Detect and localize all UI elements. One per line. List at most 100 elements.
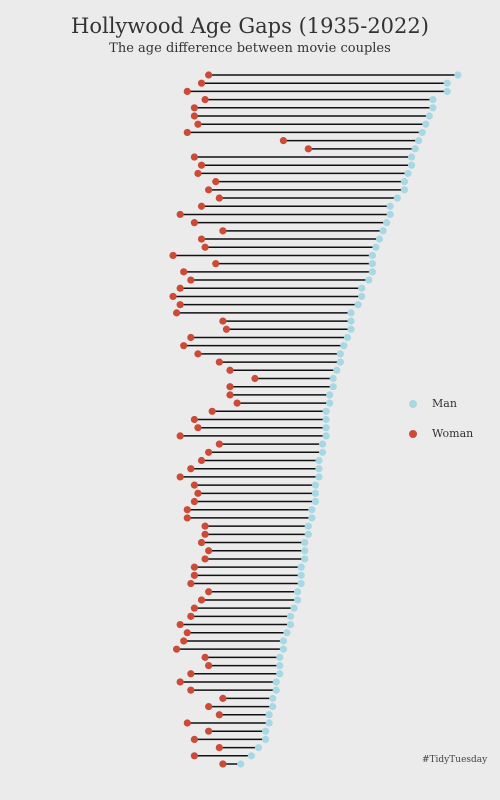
- legend-label-woman: Woman: [432, 427, 474, 440]
- woman-point: [197, 79, 206, 87]
- man-point: [326, 399, 334, 407]
- legend-label-man: Man: [432, 397, 457, 410]
- man-point: [304, 522, 312, 530]
- caption: #TidyTuesday: [422, 755, 488, 765]
- woman-point: [190, 153, 198, 161]
- woman-point: [205, 448, 213, 456]
- woman-point: [190, 481, 198, 489]
- man-point: [290, 604, 298, 612]
- woman-point: [183, 719, 191, 727]
- man-point: [365, 276, 373, 284]
- woman-point: [205, 702, 213, 711]
- woman-point: [183, 629, 191, 637]
- woman-point: [187, 686, 195, 694]
- man-point: [301, 538, 309, 547]
- woman-point: [219, 760, 227, 768]
- woman-point: [169, 251, 177, 260]
- woman-point: [190, 571, 198, 579]
- woman-point: [190, 563, 198, 571]
- man-point: [347, 309, 355, 317]
- man-point: [407, 161, 416, 169]
- man-point: [386, 210, 394, 219]
- woman-point: [205, 547, 213, 555]
- woman-point: [176, 473, 184, 481]
- man-point: [318, 440, 327, 448]
- man-point: [294, 596, 302, 604]
- man-point: [326, 391, 334, 399]
- man-point: [279, 637, 287, 645]
- man-point: [308, 506, 316, 514]
- man-point: [315, 465, 323, 473]
- man-point: [308, 514, 316, 522]
- woman-point: [219, 694, 227, 702]
- legend-swatch-woman: [409, 430, 417, 438]
- woman-point: [205, 727, 213, 735]
- man-point: [276, 653, 284, 661]
- man-point: [329, 374, 337, 383]
- man-point: [247, 752, 255, 760]
- woman-point: [187, 465, 195, 473]
- man-point: [418, 128, 426, 137]
- woman-point: [190, 219, 198, 227]
- man-point: [329, 383, 337, 391]
- man-point: [276, 670, 284, 678]
- woman-point: [215, 358, 223, 366]
- woman-point: [197, 235, 206, 243]
- man-point: [262, 735, 270, 743]
- woman-point: [183, 87, 191, 96]
- woman-point: [190, 752, 198, 760]
- chart-title: Hollywood Age Gaps (1935-2022): [71, 14, 429, 38]
- man-point: [272, 678, 280, 686]
- man-point: [272, 686, 280, 694]
- man-point: [343, 333, 352, 342]
- woman-point: [176, 210, 184, 219]
- man-point: [425, 112, 433, 120]
- woman-point: [190, 104, 198, 112]
- man-point: [393, 194, 401, 202]
- woman-point: [226, 383, 234, 391]
- man-point: [429, 104, 437, 112]
- man-point: [318, 448, 327, 456]
- woman-point: [187, 276, 195, 284]
- man-point: [333, 366, 341, 374]
- man-point: [322, 407, 330, 415]
- woman-point: [197, 596, 206, 604]
- woman-point: [173, 645, 181, 653]
- man-point: [301, 555, 309, 563]
- man-point: [368, 268, 376, 276]
- woman-point: [304, 145, 312, 153]
- woman-point: [190, 112, 198, 120]
- man-point: [400, 178, 409, 186]
- man-point: [286, 620, 295, 629]
- chart-subtitle: The age difference between movie couples: [109, 41, 391, 56]
- man-point: [322, 424, 330, 432]
- man-point: [269, 702, 277, 711]
- woman-point: [215, 440, 223, 448]
- woman-point: [197, 456, 206, 465]
- man-point: [304, 530, 312, 538]
- man-point: [237, 760, 245, 768]
- woman-point: [197, 538, 206, 547]
- man-point: [375, 235, 384, 243]
- man-point: [294, 588, 302, 596]
- woman-point: [226, 366, 234, 374]
- woman-point: [176, 432, 184, 440]
- man-point: [254, 743, 263, 752]
- man-point: [415, 137, 423, 145]
- man-point: [286, 612, 295, 620]
- woman-point: [201, 530, 209, 538]
- woman-point: [233, 399, 241, 407]
- woman-point: [201, 522, 209, 530]
- man-point: [297, 579, 305, 588]
- woman-point: [194, 120, 202, 128]
- man-point: [265, 711, 273, 719]
- woman-point: [219, 317, 227, 325]
- woman-point: [205, 588, 213, 596]
- man-point: [297, 571, 305, 579]
- woman-point: [215, 711, 223, 719]
- man-point: [386, 202, 394, 210]
- woman-point: [197, 161, 206, 169]
- woman-point: [205, 71, 213, 79]
- man-point: [368, 260, 376, 268]
